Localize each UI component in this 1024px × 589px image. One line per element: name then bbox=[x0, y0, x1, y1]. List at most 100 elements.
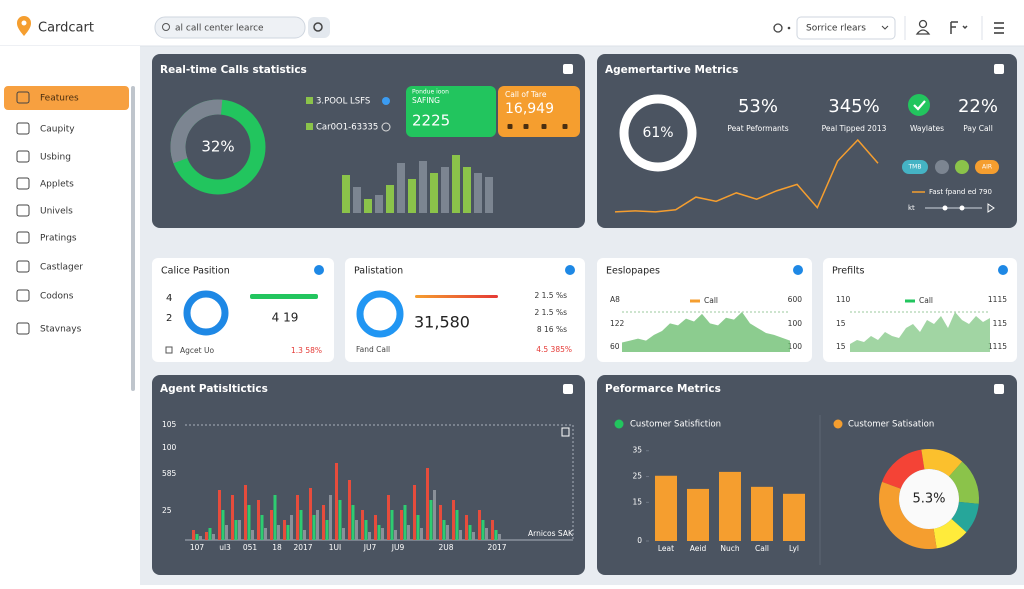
nav-icon bbox=[16, 260, 30, 273]
card bbox=[152, 258, 334, 362]
bar bbox=[465, 515, 468, 540]
nav-item[interactable]: Codons bbox=[40, 292, 74, 302]
panel-menu[interactable] bbox=[314, 265, 324, 275]
bar bbox=[205, 532, 208, 540]
area-series bbox=[622, 312, 790, 352]
card-icon[interactable] bbox=[507, 124, 513, 129]
card-caption: Pondue ioon bbox=[412, 89, 449, 96]
nav-icon bbox=[16, 289, 30, 302]
bar bbox=[390, 510, 394, 540]
bar bbox=[290, 515, 293, 540]
check-mark bbox=[913, 100, 926, 111]
y-tick-label: 25 bbox=[632, 472, 642, 481]
bar bbox=[374, 515, 377, 540]
x-label: Nuch bbox=[720, 544, 739, 553]
bar bbox=[413, 485, 416, 540]
legend-dot bbox=[833, 419, 843, 429]
bar bbox=[234, 520, 238, 540]
side-label: 115 bbox=[993, 319, 1008, 328]
scrollbar[interactable] bbox=[131, 86, 135, 391]
bar bbox=[277, 525, 280, 540]
bar bbox=[419, 161, 427, 213]
slider-knob[interactable] bbox=[942, 205, 948, 211]
play-button[interactable] bbox=[987, 203, 995, 213]
bar bbox=[494, 530, 498, 540]
side-label: 4 bbox=[166, 293, 172, 304]
progress-bar bbox=[250, 294, 318, 299]
bar bbox=[687, 488, 709, 541]
panel-menu[interactable] bbox=[994, 384, 1004, 394]
x-label: JU7 bbox=[363, 543, 377, 552]
bar bbox=[270, 510, 273, 540]
panel-menu[interactable] bbox=[563, 384, 573, 394]
bar bbox=[312, 515, 316, 540]
nav-item[interactable]: Pratings bbox=[40, 234, 77, 244]
bar bbox=[325, 520, 329, 540]
menu-icon[interactable] bbox=[994, 22, 1004, 34]
filter-dropdown[interactable] bbox=[796, 16, 896, 40]
x-label: JU9 bbox=[391, 543, 405, 552]
axis-label: 585 bbox=[162, 469, 177, 478]
brand: Cardcart bbox=[38, 21, 94, 36]
pill[interactable] bbox=[902, 160, 928, 174]
panel-menu[interactable] bbox=[793, 265, 803, 275]
settings-icon[interactable] bbox=[950, 21, 968, 34]
user-head[interactable] bbox=[918, 19, 928, 29]
nav-item[interactable]: Features bbox=[40, 94, 79, 104]
bar bbox=[474, 173, 482, 213]
stat-label: Peat Peformants bbox=[727, 124, 788, 133]
bar bbox=[368, 532, 371, 540]
ring bbox=[619, 94, 697, 172]
bar bbox=[218, 490, 221, 540]
side-label: 2 1.5 %s bbox=[534, 291, 567, 300]
nav-item[interactable]: Usbing bbox=[40, 153, 71, 163]
card-icon[interactable] bbox=[541, 124, 547, 129]
nav-item[interactable]: Univels bbox=[40, 207, 73, 217]
bar bbox=[408, 179, 416, 213]
nav-item[interactable]: Stavnays bbox=[40, 325, 82, 335]
panel-menu[interactable] bbox=[994, 64, 1004, 74]
bar bbox=[430, 173, 438, 213]
stat-value: 345% bbox=[828, 96, 879, 117]
card-icon[interactable] bbox=[523, 124, 529, 129]
card-icon[interactable] bbox=[562, 124, 568, 129]
card bbox=[345, 258, 585, 362]
bar bbox=[426, 468, 429, 540]
bar bbox=[351, 505, 355, 540]
panel-menu[interactable] bbox=[998, 265, 1008, 275]
nav-item[interactable]: Castlager bbox=[40, 263, 83, 273]
bar bbox=[478, 510, 481, 540]
donut-segment bbox=[921, 449, 963, 477]
nav-icon bbox=[16, 231, 30, 244]
bar bbox=[377, 525, 381, 540]
pill-label: TMB bbox=[908, 164, 922, 171]
bar bbox=[485, 177, 493, 213]
search-glyph bbox=[313, 22, 323, 32]
bar bbox=[353, 187, 361, 213]
pill[interactable] bbox=[975, 160, 999, 174]
nav-icon bbox=[16, 122, 30, 135]
filter-text: Sorrice rlears bbox=[806, 24, 866, 34]
pill[interactable] bbox=[935, 160, 949, 174]
dot bbox=[787, 26, 791, 30]
card-title: Eeslopapes bbox=[606, 266, 660, 277]
x-label: 2017 bbox=[293, 543, 312, 552]
panel bbox=[597, 54, 1017, 228]
side-label: 100 bbox=[788, 319, 803, 328]
x-label: 2U8 bbox=[438, 543, 453, 552]
panel-menu[interactable] bbox=[565, 265, 575, 275]
pill[interactable] bbox=[955, 160, 969, 174]
bar bbox=[397, 163, 405, 213]
nav-item[interactable]: Caupity bbox=[40, 125, 75, 135]
search-button[interactable] bbox=[308, 17, 330, 38]
search-box[interactable] bbox=[154, 16, 306, 39]
panel-menu[interactable] bbox=[563, 64, 573, 74]
x-label: 2017 bbox=[487, 543, 506, 552]
nav-item[interactable]: Applets bbox=[40, 180, 74, 190]
refresh-icon[interactable] bbox=[773, 23, 783, 33]
bar bbox=[303, 530, 306, 540]
slider-knob[interactable] bbox=[959, 205, 965, 211]
card-value: 16,949 bbox=[505, 101, 554, 117]
bar bbox=[472, 532, 475, 540]
bar bbox=[387, 495, 390, 540]
